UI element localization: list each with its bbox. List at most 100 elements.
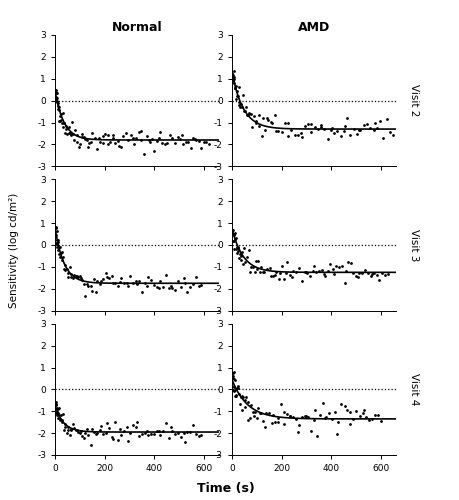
Point bbox=[129, 422, 136, 430]
Point bbox=[78, 276, 86, 284]
Point bbox=[271, 271, 279, 279]
Point bbox=[232, 234, 239, 242]
Point bbox=[355, 126, 362, 134]
Point bbox=[257, 132, 265, 140]
Point bbox=[88, 287, 95, 295]
Text: Time (s): Time (s) bbox=[196, 482, 254, 495]
Point bbox=[271, 268, 279, 276]
Point bbox=[63, 130, 71, 138]
Point bbox=[92, 430, 100, 438]
Point bbox=[179, 140, 186, 148]
Point bbox=[67, 273, 74, 281]
Point bbox=[232, 92, 240, 100]
Point bbox=[97, 277, 105, 285]
Point bbox=[73, 272, 80, 280]
Point bbox=[114, 282, 122, 290]
Point bbox=[99, 132, 106, 140]
Point bbox=[55, 105, 62, 113]
Point bbox=[256, 268, 263, 276]
Point bbox=[361, 266, 368, 274]
Point bbox=[77, 426, 84, 434]
Point bbox=[316, 411, 323, 419]
Point bbox=[116, 424, 123, 432]
Point bbox=[303, 269, 310, 277]
Point bbox=[78, 432, 86, 440]
Point bbox=[241, 108, 248, 116]
Point bbox=[270, 418, 278, 426]
Point bbox=[108, 272, 116, 280]
Point bbox=[355, 412, 363, 420]
Point bbox=[66, 431, 73, 439]
Point bbox=[246, 401, 254, 409]
Point bbox=[124, 282, 131, 290]
Point bbox=[109, 435, 117, 443]
Point bbox=[294, 428, 301, 436]
Point bbox=[236, 103, 244, 111]
Point bbox=[243, 111, 250, 119]
Point bbox=[346, 420, 353, 428]
Point bbox=[267, 118, 274, 126]
Point bbox=[286, 412, 293, 420]
Point bbox=[328, 415, 336, 423]
Point bbox=[84, 426, 91, 434]
Point bbox=[52, 88, 59, 96]
Point bbox=[80, 133, 88, 141]
Point bbox=[244, 246, 252, 254]
Point bbox=[191, 430, 199, 438]
Point bbox=[235, 83, 242, 91]
Point bbox=[233, 384, 241, 392]
Point bbox=[337, 400, 344, 408]
Point bbox=[307, 427, 314, 435]
Point bbox=[64, 426, 71, 434]
Point bbox=[62, 422, 69, 430]
Point bbox=[96, 138, 103, 146]
Point bbox=[53, 98, 61, 106]
Point bbox=[231, 392, 238, 400]
Point bbox=[156, 430, 163, 438]
Point bbox=[67, 132, 75, 140]
Point bbox=[234, 248, 241, 256]
Point bbox=[202, 138, 210, 146]
Point bbox=[341, 278, 348, 286]
Point bbox=[184, 138, 191, 146]
Point bbox=[328, 124, 336, 132]
Point bbox=[174, 278, 181, 285]
Point bbox=[62, 261, 69, 269]
Point bbox=[230, 368, 237, 376]
Point bbox=[165, 284, 172, 292]
Point bbox=[373, 411, 381, 419]
Point bbox=[267, 272, 274, 280]
Point bbox=[302, 412, 309, 420]
Point bbox=[124, 136, 132, 144]
Point bbox=[268, 119, 275, 127]
Point bbox=[183, 428, 190, 436]
Point bbox=[235, 390, 242, 398]
Point bbox=[52, 400, 59, 408]
Point bbox=[54, 405, 62, 413]
Point bbox=[150, 280, 157, 288]
Point bbox=[78, 132, 85, 140]
Point bbox=[76, 429, 83, 437]
Point bbox=[311, 406, 318, 414]
Point bbox=[332, 262, 339, 270]
Point bbox=[112, 138, 119, 146]
Point bbox=[54, 98, 62, 106]
Point bbox=[143, 282, 151, 290]
Point bbox=[114, 436, 122, 444]
Point bbox=[242, 394, 249, 402]
Point bbox=[322, 413, 329, 421]
Point bbox=[143, 132, 150, 140]
Point bbox=[239, 393, 246, 401]
Point bbox=[331, 408, 338, 416]
Point bbox=[236, 256, 244, 264]
Point bbox=[52, 231, 59, 239]
Point bbox=[141, 429, 148, 437]
Point bbox=[229, 237, 236, 245]
Point bbox=[129, 140, 137, 147]
Point bbox=[245, 110, 252, 118]
Point bbox=[195, 432, 202, 440]
Point bbox=[205, 140, 212, 148]
Point bbox=[237, 100, 245, 108]
Point bbox=[343, 114, 350, 122]
Point bbox=[255, 111, 263, 119]
